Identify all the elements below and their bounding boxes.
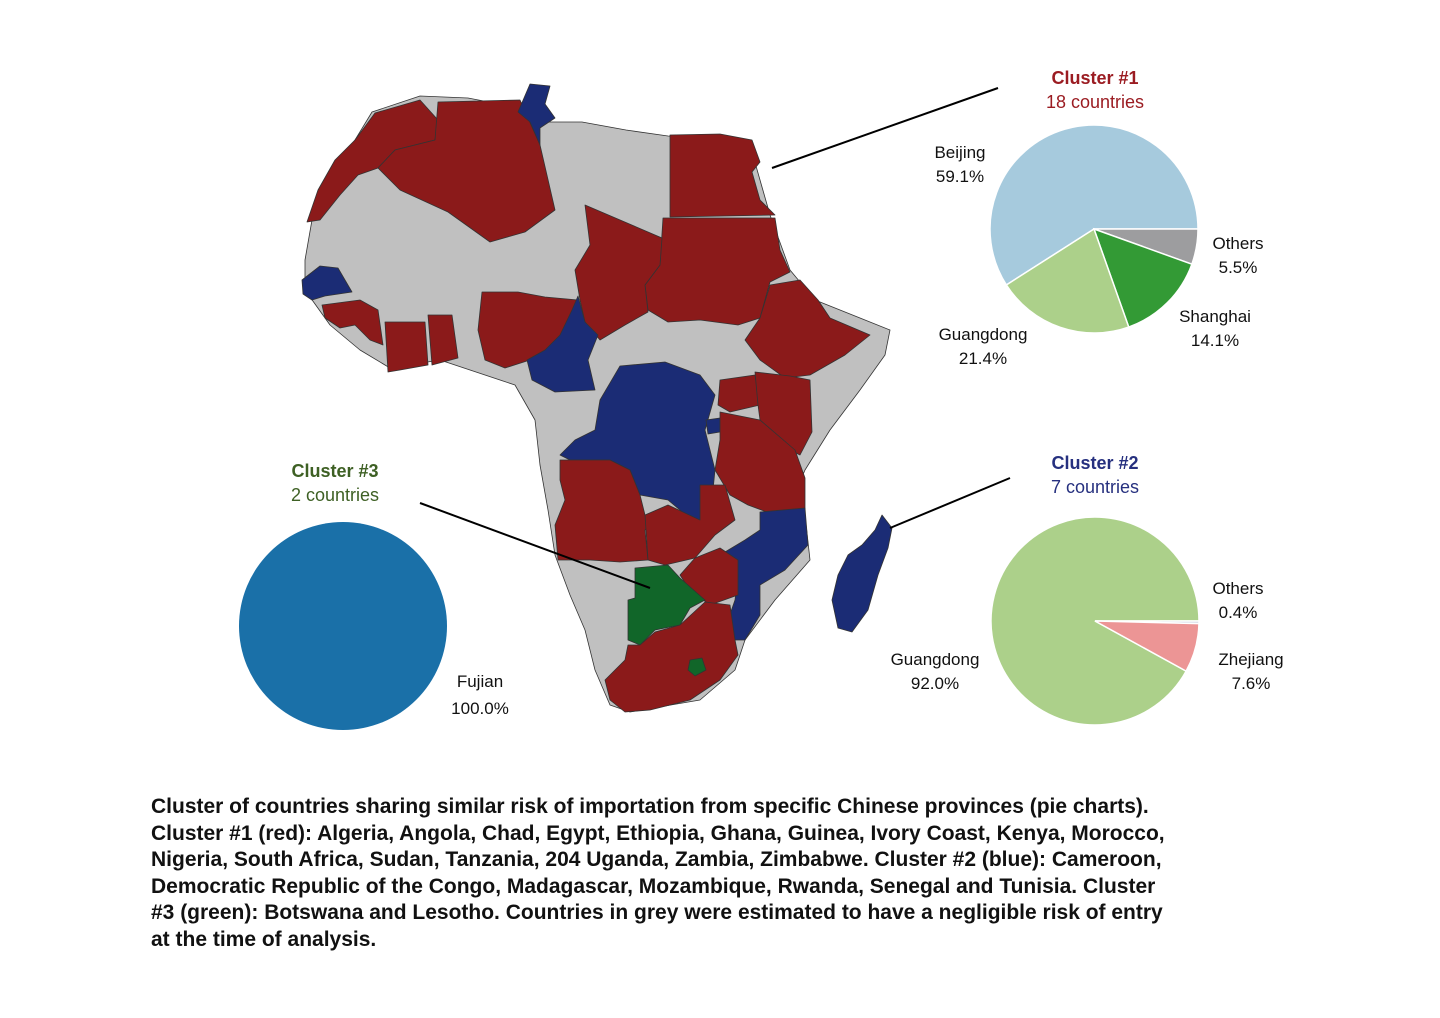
map-kenya bbox=[754, 371, 813, 456]
leader-line-cluster3 bbox=[419, 502, 651, 589]
map-egypt bbox=[669, 133, 776, 218]
pie2-label-zhejiang: Zhejiang 7.6% bbox=[1218, 650, 1284, 693]
pie1-label-guangdong: Guangdong 21.4% bbox=[938, 325, 1028, 368]
pie1-label-beijing: Beijing 59.1% bbox=[934, 143, 986, 186]
caption-line: Cluster of countries sharing similar ris… bbox=[151, 795, 1149, 818]
map-uganda bbox=[717, 374, 761, 413]
pie-slice bbox=[1092, 227, 1193, 328]
map-south-africa bbox=[604, 601, 739, 713]
cluster1-title: Cluster #1 bbox=[1051, 68, 1139, 88]
figure-caption: Cluster of countries sharing similar ris… bbox=[151, 794, 1321, 953]
caption-line: Nigeria, South Africa, Sudan, Tanzania, … bbox=[151, 848, 1162, 871]
pie-chart-cluster2 bbox=[990, 516, 1200, 726]
cluster1-subtitle: 18 countries bbox=[1045, 92, 1145, 112]
map-senegal bbox=[301, 265, 353, 301]
cluster3-title: Cluster #3 bbox=[291, 461, 379, 481]
map-ivory-coast bbox=[384, 321, 429, 373]
map-guinea bbox=[321, 299, 384, 346]
cluster2-title: Cluster #2 bbox=[1051, 453, 1139, 473]
caption-line: Cluster #1 (red): Algeria, Angola, Chad,… bbox=[151, 821, 1165, 845]
cluster3-subtitle: 2 countries bbox=[290, 485, 380, 505]
map-madagascar bbox=[831, 514, 893, 633]
pie-slice bbox=[989, 124, 1199, 286]
pie3-label-fujian: Fujian 100.0% bbox=[451, 672, 509, 718]
pie-slice bbox=[239, 522, 447, 730]
pie-slice bbox=[1005, 227, 1130, 334]
leader-line-cluster1 bbox=[771, 87, 999, 169]
map-chad bbox=[574, 204, 663, 341]
map-lesotho bbox=[687, 657, 707, 677]
cluster2-subtitle: 7 countries bbox=[1050, 477, 1140, 497]
pie-chart-cluster1 bbox=[989, 124, 1199, 334]
map-ghana bbox=[427, 314, 459, 366]
leader-line-cluster2 bbox=[889, 477, 1011, 529]
map-cameroon bbox=[526, 295, 599, 393]
map-zambia bbox=[644, 484, 736, 566]
pie-chart-cluster3 bbox=[239, 522, 447, 730]
map-botswana bbox=[627, 564, 706, 646]
pie2-label-others: Others 0.4% bbox=[1212, 579, 1264, 622]
pie-slice bbox=[1094, 620, 1200, 673]
map-drc bbox=[559, 361, 716, 521]
pie1-label-shanghai: Shanghai 14.1% bbox=[1179, 307, 1251, 350]
pie2-label-guangdong: Guangdong 92.0% bbox=[890, 650, 980, 693]
caption-line: at the time of analysis. bbox=[151, 927, 377, 951]
caption-line: Democratic Republic of the Congo, Madaga… bbox=[151, 874, 1156, 898]
caption-line: #3 (green): Botswana and Lesotho. Countr… bbox=[151, 901, 1163, 924]
map-rwanda bbox=[705, 417, 721, 435]
map-ethiopia bbox=[744, 279, 871, 379]
map-tunisia bbox=[517, 83, 556, 146]
pie1-label-others: Others 5.5% bbox=[1212, 234, 1264, 277]
